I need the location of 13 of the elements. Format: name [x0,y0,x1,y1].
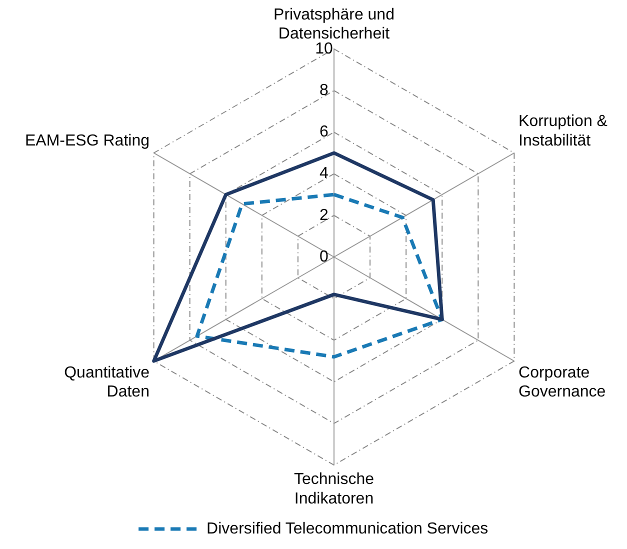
spoke-label: EAM-ESG Rating [25,132,150,150]
spoke-label: Technische Indikatoren [294,471,374,508]
legend-label: Diversified Telecommunication Services [206,520,488,538]
y-tick-label: 2 [320,206,329,224]
y-tick-label: 0 [320,248,329,266]
y-tick-label: 6 [320,124,329,141]
spoke-label: Corporate Governance [518,364,606,401]
y-tick-label: 10 [315,40,333,58]
y-tick-label: 4 [320,165,329,182]
spoke-label: Korruption & Instabilität [518,113,608,150]
y-tick-label: 8 [320,82,329,99]
spoke-label: Privatsphäre und Datensicherheit [274,6,394,43]
spoke-label: Quantitative Daten [64,364,150,401]
